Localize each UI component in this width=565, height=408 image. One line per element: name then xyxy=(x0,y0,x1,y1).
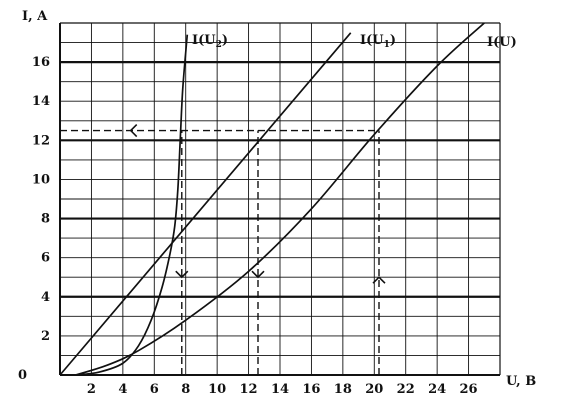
x-axis-label: U, B xyxy=(506,374,536,389)
x-tick-label: 16 xyxy=(302,382,320,397)
y-axis-label: I, A xyxy=(22,9,48,24)
series-label: I(U) xyxy=(487,35,517,50)
construction-arrow-down xyxy=(175,270,189,279)
y-tick-label: 2 xyxy=(41,329,50,344)
y-tick-label: 14 xyxy=(32,94,50,109)
x-tick-label: 2 xyxy=(87,382,96,397)
origin-label: 0 xyxy=(18,368,27,383)
curve-i-u2 xyxy=(75,34,189,376)
construction-arrow-down xyxy=(251,270,265,279)
x-tick-label: 18 xyxy=(334,382,352,397)
curves xyxy=(59,22,485,376)
construction-arrow-left xyxy=(129,123,138,138)
y-tick-label: 6 xyxy=(41,251,50,266)
x-tick-label: 20 xyxy=(365,382,383,397)
y-tick-label: 16 xyxy=(32,55,50,70)
grid-major xyxy=(60,61,500,298)
y-tick-label: 10 xyxy=(32,172,50,187)
x-tick-label: 24 xyxy=(428,382,446,397)
construction-lines xyxy=(60,123,386,375)
grid-minor xyxy=(60,22,501,375)
curve-i-u1 xyxy=(59,32,352,376)
x-tick-label: 6 xyxy=(150,382,159,397)
construction-arrow-up xyxy=(372,276,386,284)
x-tick-label: 12 xyxy=(240,382,258,397)
y-tick-label: 8 xyxy=(41,212,50,227)
x-tick-label: 8 xyxy=(181,382,190,397)
axes xyxy=(59,22,501,376)
y-tick-label: 4 xyxy=(41,290,50,305)
x-tick-label: 4 xyxy=(118,382,127,397)
series-label: I(U2) xyxy=(192,33,228,50)
series-label: I(U1) xyxy=(360,33,396,50)
x-tick-label: 14 xyxy=(271,382,289,397)
x-tick-label: 22 xyxy=(397,382,415,397)
y-tick-label: 12 xyxy=(32,133,50,148)
x-tick-label: 10 xyxy=(208,382,226,397)
x-tick-label: 26 xyxy=(460,382,478,397)
curve-i-u xyxy=(75,22,485,376)
